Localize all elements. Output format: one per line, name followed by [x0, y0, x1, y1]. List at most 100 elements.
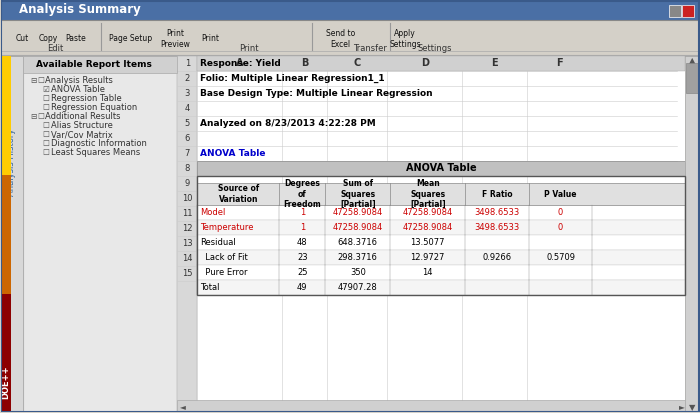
Text: 0: 0 — [558, 208, 564, 217]
Text: P Value: P Value — [545, 190, 577, 199]
Text: 6: 6 — [185, 134, 190, 143]
Text: 298.3716: 298.3716 — [338, 253, 378, 261]
FancyBboxPatch shape — [178, 56, 197, 412]
Text: Base Design Type: Multiple Linear Regression: Base Design Type: Multiple Linear Regres… — [200, 89, 433, 98]
Text: 23: 23 — [297, 253, 308, 261]
Text: ☑: ☑ — [43, 85, 50, 94]
Text: 48: 48 — [297, 237, 308, 247]
Text: Lack of Fit: Lack of Fit — [200, 253, 248, 261]
Text: Temperature: Temperature — [200, 223, 254, 232]
Text: Regression Equation: Regression Equation — [50, 103, 136, 112]
Text: B: B — [301, 58, 309, 69]
Text: Print: Print — [202, 34, 219, 43]
Text: F Ratio: F Ratio — [482, 190, 512, 199]
Text: Folio: Multiple Linear Regression1_1: Folio: Multiple Linear Regression1_1 — [200, 74, 385, 83]
Text: 3498.6533: 3498.6533 — [475, 208, 520, 217]
Text: ►: ► — [679, 402, 685, 411]
Text: Sum of
Squares
[Partial]: Sum of Squares [Partial] — [340, 179, 376, 209]
Text: 8: 8 — [185, 164, 190, 173]
Text: 47258.9084: 47258.9084 — [402, 208, 453, 217]
Text: Alias Structure: Alias Structure — [50, 121, 113, 131]
Text: ▲: ▲ — [690, 57, 696, 65]
Text: 3: 3 — [185, 89, 190, 98]
FancyBboxPatch shape — [686, 63, 699, 93]
Text: Residual: Residual — [200, 237, 236, 247]
Text: Mean
Squares
[Partial]: Mean Squares [Partial] — [410, 179, 446, 209]
FancyBboxPatch shape — [685, 56, 700, 412]
Text: 4: 4 — [185, 104, 190, 113]
Text: ANOVA Table: ANOVA Table — [200, 149, 266, 158]
Text: 47258.9084: 47258.9084 — [332, 208, 383, 217]
Text: 648.3716: 648.3716 — [338, 237, 378, 247]
Text: Analyzed on 8/23/2013 4:22:28 PM: Analyzed on 8/23/2013 4:22:28 PM — [200, 119, 376, 128]
Text: ☐: ☐ — [38, 112, 45, 121]
Text: ☐: ☐ — [43, 121, 50, 131]
Text: A: A — [236, 58, 244, 69]
Text: Edit: Edit — [48, 44, 64, 53]
Text: Additional Results: Additional Results — [45, 112, 120, 121]
Text: 14: 14 — [423, 268, 433, 277]
Text: Model: Model — [200, 208, 226, 217]
Text: Paste: Paste — [65, 34, 86, 43]
Text: Transfer: Transfer — [354, 44, 387, 53]
Text: E: E — [491, 58, 498, 69]
Text: 11: 11 — [182, 209, 192, 218]
Text: 0: 0 — [558, 223, 564, 232]
Text: 10: 10 — [182, 194, 192, 203]
Text: Apply
Settings: Apply Settings — [389, 29, 421, 49]
FancyBboxPatch shape — [197, 220, 685, 235]
Text: C: C — [354, 58, 361, 69]
FancyBboxPatch shape — [197, 205, 685, 220]
Text: F: F — [556, 58, 563, 69]
Text: Var/Cov Matrix: Var/Cov Matrix — [50, 130, 112, 139]
Text: Pure Error: Pure Error — [200, 268, 248, 277]
FancyBboxPatch shape — [1, 56, 22, 412]
Text: 12.9727: 12.9727 — [411, 253, 445, 261]
FancyBboxPatch shape — [1, 0, 700, 20]
FancyBboxPatch shape — [178, 400, 685, 412]
Text: 13: 13 — [182, 239, 192, 248]
Text: 1: 1 — [185, 59, 190, 69]
FancyBboxPatch shape — [197, 183, 685, 205]
FancyBboxPatch shape — [1, 294, 10, 412]
Text: Least Squares Means: Least Squares Means — [50, 148, 140, 157]
Text: Analysis Summary: Analysis Summary — [19, 3, 141, 17]
Text: Print: Print — [239, 44, 258, 53]
Text: 12: 12 — [182, 224, 192, 233]
Text: 25: 25 — [297, 268, 307, 277]
FancyBboxPatch shape — [1, 20, 700, 55]
Text: Cut: Cut — [16, 34, 29, 43]
Text: ☐: ☐ — [43, 130, 50, 139]
Text: 13.5077: 13.5077 — [410, 237, 445, 247]
FancyBboxPatch shape — [197, 56, 685, 71]
Text: 0.9266: 0.9266 — [482, 253, 512, 261]
Text: Settings: Settings — [418, 44, 452, 53]
Text: Degrees
of
Freedom: Degrees of Freedom — [284, 179, 321, 209]
Text: 9: 9 — [185, 179, 190, 188]
Text: ☐: ☐ — [43, 103, 50, 112]
Text: 47258.9084: 47258.9084 — [332, 223, 383, 232]
Text: D: D — [421, 58, 428, 69]
FancyBboxPatch shape — [197, 280, 685, 294]
Text: 15: 15 — [182, 269, 192, 278]
FancyBboxPatch shape — [197, 235, 685, 249]
FancyBboxPatch shape — [197, 249, 685, 265]
Text: Available Report Items: Available Report Items — [36, 60, 151, 69]
FancyBboxPatch shape — [22, 56, 178, 412]
Text: Regression Table: Regression Table — [50, 94, 121, 103]
FancyBboxPatch shape — [197, 265, 685, 280]
Text: Total: Total — [200, 282, 220, 292]
Text: 14: 14 — [182, 254, 192, 263]
Text: 49: 49 — [297, 282, 307, 292]
Text: ☐: ☐ — [43, 148, 50, 157]
FancyBboxPatch shape — [1, 175, 10, 294]
Text: ANOVA Table: ANOVA Table — [406, 163, 477, 173]
Text: ANOVA Table: ANOVA Table — [50, 85, 104, 94]
FancyBboxPatch shape — [682, 5, 694, 17]
Text: 0.5709: 0.5709 — [546, 253, 575, 261]
FancyBboxPatch shape — [1, 56, 10, 175]
Text: Print
Preview: Print Preview — [160, 29, 190, 49]
Text: Send to
Excel: Send to Excel — [326, 29, 355, 49]
Text: ◄: ◄ — [179, 402, 186, 411]
Text: DOE++: DOE++ — [1, 366, 10, 399]
